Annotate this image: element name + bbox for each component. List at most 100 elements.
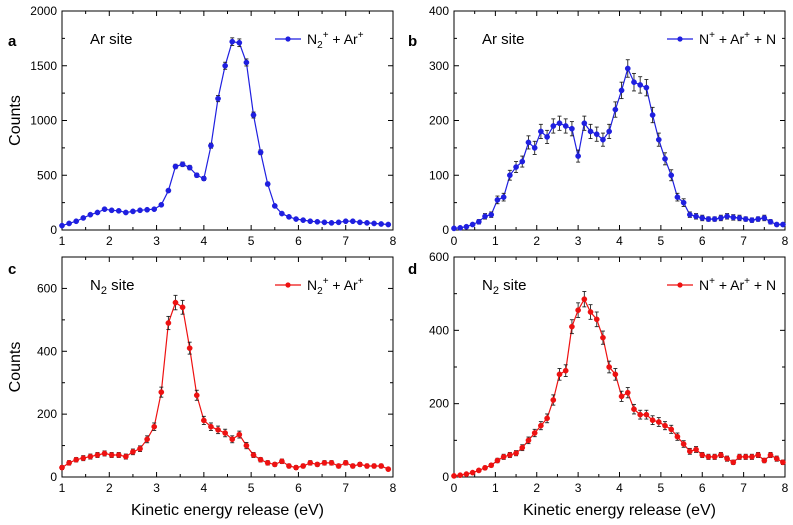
data-point <box>144 206 150 213</box>
data-point <box>724 213 730 220</box>
data-point <box>711 453 718 460</box>
data-point <box>655 136 662 143</box>
data-point <box>229 436 236 443</box>
data-point <box>668 172 675 179</box>
y-tick-label: 400 <box>37 344 57 358</box>
data-point <box>612 371 619 378</box>
y-tick-label: 600 <box>429 250 449 264</box>
data-point <box>550 123 557 129</box>
data-point <box>314 218 321 225</box>
data-point <box>761 215 768 221</box>
data-point <box>680 199 687 206</box>
data-point <box>693 446 699 453</box>
data-point <box>587 128 594 135</box>
data-point <box>293 216 299 222</box>
y-axis-title: Counts <box>7 342 24 393</box>
data-point <box>264 460 271 466</box>
x-tick-label: 0 <box>451 234 458 248</box>
y-tick-label: 0 <box>442 223 449 237</box>
data-point <box>243 442 250 449</box>
data-point <box>730 214 737 221</box>
data-point <box>773 455 780 462</box>
data-point <box>699 215 706 221</box>
x-tick-label: 1 <box>492 234 499 248</box>
data-point <box>668 426 675 433</box>
data-point <box>680 441 687 447</box>
data-point <box>475 218 482 225</box>
data-point <box>482 464 488 471</box>
data-point <box>364 220 370 226</box>
data-point <box>655 419 662 425</box>
data-point <box>335 219 342 226</box>
data-point <box>538 128 544 135</box>
data-point <box>618 87 625 94</box>
data-point <box>87 211 94 218</box>
data-point <box>531 430 538 436</box>
data-point <box>575 153 581 159</box>
data-point <box>144 436 150 443</box>
data-point <box>94 452 101 458</box>
data-point <box>328 460 335 466</box>
x-tick-label: 1 <box>59 234 66 248</box>
data-point <box>755 452 761 458</box>
data-point <box>780 221 786 228</box>
data-point <box>767 218 774 225</box>
y-tick-label: 400 <box>429 323 449 337</box>
data-point <box>531 145 538 151</box>
x-tick-label: 6 <box>699 234 706 248</box>
data-point <box>371 463 377 469</box>
data-point <box>742 216 749 222</box>
data-point <box>59 464 65 471</box>
data-point <box>201 175 207 182</box>
data-point <box>151 206 158 213</box>
data-point <box>469 221 476 228</box>
y-tick-label: 1500 <box>30 59 57 73</box>
x-tick-label: 1 <box>492 481 499 495</box>
x-tick-label: 7 <box>342 481 349 495</box>
legend-marker <box>677 282 683 288</box>
data-point <box>488 211 495 218</box>
data-point <box>137 445 143 452</box>
y-tick-label: 300 <box>429 59 449 73</box>
data-point <box>662 422 668 429</box>
data-point <box>556 120 563 127</box>
y-tick-label: 400 <box>429 4 449 18</box>
x-tick-label: 0 <box>451 481 458 495</box>
data-point <box>674 433 681 440</box>
data-point <box>385 221 392 228</box>
x-tick-label: 6 <box>295 481 302 495</box>
data-point <box>457 472 464 479</box>
panel-letter: c <box>8 261 16 278</box>
data-point <box>507 452 513 458</box>
y-tick-label: 1000 <box>30 114 57 128</box>
panel-letter: a <box>8 33 17 50</box>
legend-marker <box>677 36 683 42</box>
data-point <box>179 161 186 168</box>
series-line <box>61 301 389 470</box>
x-tick-label: 5 <box>248 234 255 248</box>
data-point <box>201 417 207 424</box>
data-point <box>250 452 257 458</box>
data-point <box>686 211 693 218</box>
data-point <box>215 95 221 102</box>
data-point <box>562 123 569 129</box>
x-tick-label: 3 <box>575 481 582 495</box>
data-point <box>115 207 122 214</box>
data-point <box>101 450 108 457</box>
data-point <box>649 417 656 424</box>
x-tick-label: 7 <box>740 234 747 248</box>
data-point <box>494 457 501 464</box>
x-tick-label: 7 <box>342 234 349 248</box>
data-point <box>151 423 158 430</box>
x-tick-label: 8 <box>782 234 789 248</box>
data-point <box>193 392 200 399</box>
data-point <box>482 213 488 220</box>
x-tick-label: 3 <box>575 234 582 248</box>
data-point <box>500 194 507 200</box>
data-point <box>307 218 314 225</box>
data-point <box>538 422 544 429</box>
data-point <box>624 389 631 396</box>
data-point <box>122 209 129 216</box>
x-tick-label: 8 <box>782 481 789 495</box>
data-point <box>730 459 737 466</box>
